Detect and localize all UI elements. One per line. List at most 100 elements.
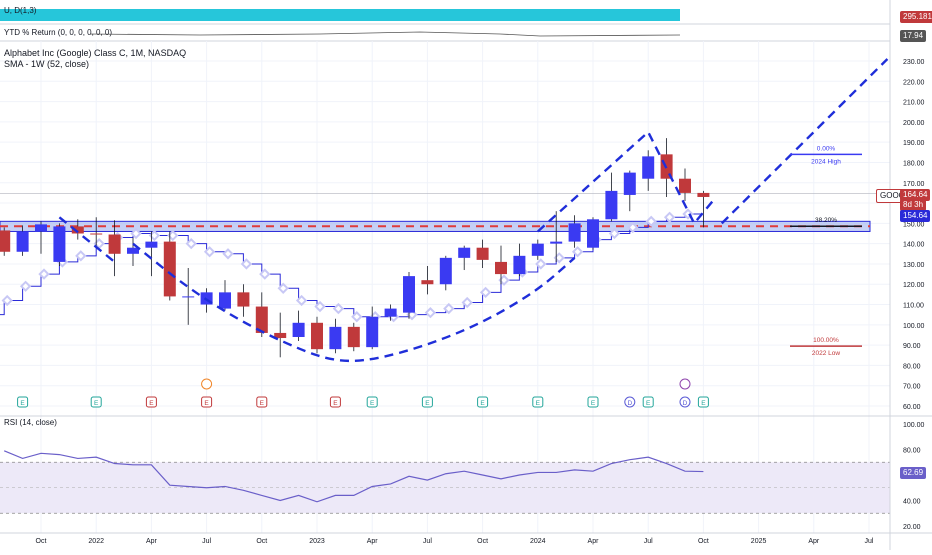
- candle-up: [513, 255, 526, 275]
- candle-up: [145, 241, 158, 248]
- support-zone: [0, 193, 890, 232]
- price-tick-label: 220.00: [903, 79, 925, 86]
- time-tick-label: Jul: [865, 538, 874, 545]
- top-indicator-value: 295.181M: [900, 11, 932, 23]
- event-marker-label: E: [701, 400, 706, 407]
- top-indicator-label: U, D(1,3): [4, 6, 37, 15]
- sma-diamond-core: [464, 299, 471, 306]
- sma-diamond-core: [77, 252, 84, 259]
- price-tick-label: 230.00: [903, 59, 925, 66]
- candle-up: [550, 241, 563, 244]
- candle-down: [311, 322, 323, 350]
- candle-up: [292, 322, 305, 337]
- candle-up: [127, 247, 139, 254]
- rsi-label: RSI (14, close): [4, 418, 57, 427]
- rsi-value-tag: 62.69: [900, 467, 927, 479]
- price-tick-label: 110.00: [903, 303, 924, 310]
- earnings-marker: [329, 396, 341, 408]
- event-marker-label: E: [425, 400, 430, 407]
- event-marker-label: E: [94, 400, 99, 407]
- event-marker-label: E: [370, 400, 375, 407]
- time-tick-label: 2024: [530, 538, 546, 545]
- candle-up: [458, 247, 471, 258]
- candle-up: [605, 190, 618, 220]
- earnings-marker: [145, 396, 157, 408]
- candle-up: [182, 296, 195, 298]
- sma-diamond-core: [298, 297, 305, 304]
- earnings-marker: [697, 396, 709, 408]
- price-axis[interactable]: 60.00 70.00 80.00 90.00 100.00 110.00 120.00 13…: [903, 59, 925, 411]
- rsi-tick-label: 80.00: [903, 448, 921, 455]
- candle-up: [403, 276, 415, 313]
- candle-up: [219, 292, 231, 309]
- chart-subtitle: SMA - 1W (52, close): [4, 59, 90, 69]
- candle-down: [495, 261, 507, 275]
- chart-title: Alphabet Inc (Google) Class C, 1M, NASDA…: [4, 48, 187, 58]
- price-tick-label: 200.00: [903, 120, 925, 127]
- sma-diamond-core: [611, 230, 618, 237]
- time-tick-label: 2025: [751, 538, 767, 545]
- candle-down: [421, 280, 434, 285]
- dividend-marker: [679, 396, 691, 408]
- earnings-marker: [642, 396, 654, 408]
- candle-up: [439, 257, 452, 285]
- price-tick-label: 170.00: [903, 181, 925, 188]
- top-indicator-pane: U, D(1,3): [0, 6, 680, 21]
- fib-name-label: 2024 High: [811, 158, 841, 165]
- candle-down: [0, 230, 11, 252]
- time-tick-label: Apr: [588, 538, 600, 545]
- price-tick-label: 90.00: [903, 343, 921, 350]
- time-tick-label: Jul: [423, 538, 432, 545]
- price-tick-label: 140.00: [903, 242, 925, 249]
- time-tick-label: Oct: [256, 538, 267, 545]
- sma-diamond-core: [482, 289, 489, 296]
- earnings-marker: [17, 396, 29, 408]
- sma-diamond-core: [133, 230, 139, 237]
- price-tick-label: 150.00: [903, 221, 925, 228]
- sma-diamond-core: [556, 255, 563, 261]
- sma-diamond-core: [261, 271, 268, 277]
- fib-levels: 0.00% 2024 High 38.20% 100.00% 2022 Low: [790, 145, 862, 357]
- handle-line: [536, 130, 716, 233]
- candle-up: [568, 223, 581, 242]
- price-tick-label: 130.00: [903, 262, 925, 269]
- earnings-marker: [421, 396, 433, 408]
- candle-down: [347, 326, 360, 348]
- sma-diamond-core: [169, 232, 176, 239]
- time-tick-label: Oct: [36, 538, 47, 545]
- sma-diamond-core: [574, 248, 581, 255]
- time-tick-label: 2023: [309, 538, 325, 545]
- event-marker-label: E: [536, 400, 541, 407]
- candle-up: [642, 156, 655, 179]
- event-marker-label: E: [260, 400, 265, 407]
- candle-down: [679, 178, 691, 193]
- sma-diamond-core: [629, 224, 636, 231]
- rsi-line: [3, 450, 704, 503]
- rsi-pane: [0, 450, 890, 514]
- event-marker-label: E: [591, 400, 596, 407]
- candle-down: [108, 234, 121, 254]
- candle-down: [274, 332, 287, 339]
- countdown-tag: 8d 3h: [900, 199, 927, 211]
- candle-down: [90, 233, 103, 235]
- fib-percent-label: 38.20%: [815, 217, 837, 224]
- price-tick-label: 100.00: [903, 323, 925, 330]
- sma-diamond-core: [280, 285, 287, 292]
- sma-diamond-core: [188, 240, 195, 247]
- candle-down: [237, 292, 250, 307]
- ytd-line: [89, 31, 681, 37]
- ytd-label: YTD % Return (0, 0, 0, 0, 0, 0): [4, 28, 112, 37]
- event-marker-label: E: [204, 400, 209, 407]
- sma-diamond-core: [206, 248, 213, 255]
- sma-diamond-core: [501, 277, 507, 284]
- candle-up: [16, 231, 29, 252]
- sma-diamond-core: [225, 250, 231, 257]
- time-axis[interactable]: Oct 2022 Apr Jul Oct 2023 Apr Jul Oct 2024 Apr Jul O…: [36, 538, 874, 545]
- price-tick-label: 210.00: [903, 100, 925, 107]
- price-tick-label: 70.00: [903, 384, 921, 391]
- candle-up: [53, 226, 66, 262]
- top-indicator-bar: [0, 9, 680, 21]
- cup-curve: [132, 242, 576, 363]
